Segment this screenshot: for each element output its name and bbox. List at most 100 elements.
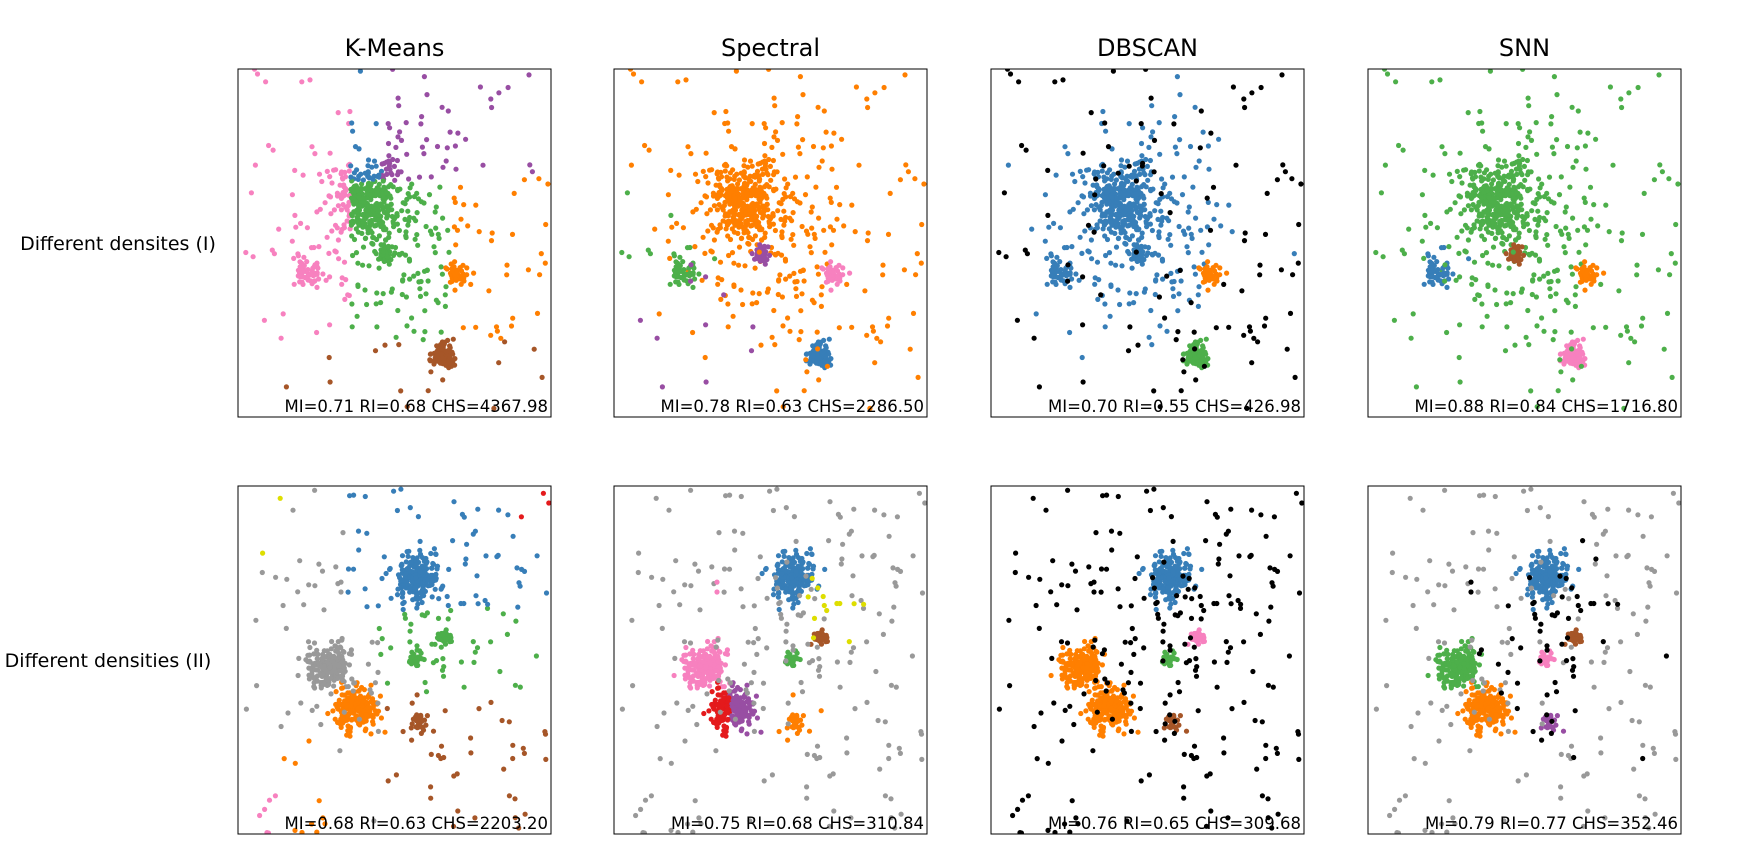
scatter-point [790,555,796,561]
scatter-point [787,273,793,279]
scatter-point [1122,240,1128,246]
scatter-point [1569,104,1575,110]
scatter-point [388,182,394,188]
scatter-point [691,667,697,673]
scatter-point [690,656,696,662]
scatter-point [339,654,345,660]
scatter-point [772,342,778,348]
scatter-point [762,230,768,236]
scatter-point [1213,325,1219,331]
scatter-point [720,218,726,224]
scatter-point [339,275,345,281]
scatter-point [1244,405,1250,411]
scatter-point [1475,292,1481,298]
scatter-point [1594,265,1600,271]
scatter-point [458,281,464,287]
scatter-point [701,682,708,688]
scatter-point [1521,224,1527,230]
scatter-point [414,712,420,718]
scatter-point [396,227,402,234]
scatter-point [1126,251,1132,257]
scatter-point [425,278,431,284]
scatter-point [460,325,466,331]
scatter-point [521,750,528,757]
scatter-point [1641,190,1647,196]
scatter-point [414,716,420,723]
scatter-point [1129,233,1135,239]
scatter-point [703,322,709,328]
scatter-point [521,177,528,183]
scatter-point [428,784,434,790]
scatter-point [1255,339,1261,345]
scatter-point [684,271,690,277]
scatter-point [1198,108,1204,114]
points-layer [243,486,551,834]
scatter-point [1246,324,1253,330]
scatter-point [475,601,481,607]
scatter-point [1616,288,1622,294]
scatter-point [1189,235,1195,241]
scatter-point [417,590,423,596]
scatter-point [380,249,386,255]
scatter-point [1603,324,1609,330]
scatter-point [1447,206,1453,212]
scatter-point [669,224,675,230]
scatter-point [312,278,318,284]
scatter-point [1428,220,1434,226]
scatter-point [290,507,296,513]
scatter-point [761,140,768,147]
scatter-point [750,236,756,243]
scatter-point [273,574,279,580]
scatter-point [451,264,457,270]
scatter-point [1486,207,1493,213]
scatter-point [307,77,313,83]
scatter-point [295,589,301,595]
scatter-point [1274,177,1280,183]
scatter-point [1191,264,1197,270]
scatter-point [707,661,713,667]
scatter-point [433,349,440,355]
scatter-point [808,209,814,215]
scatter-point [1514,171,1520,177]
scatter-point [814,264,820,270]
scatter-point [1547,293,1554,299]
scatter-point [1655,267,1661,273]
scatter-point [1479,324,1485,330]
scatter-point [338,702,344,708]
scatter-point [355,176,361,182]
scatter-point [314,284,320,290]
scatter-point [454,227,461,233]
scatter-point [346,168,352,174]
scatter-point [1570,355,1576,361]
scatter-point [802,192,809,198]
scatter-point [345,713,351,719]
scatter-point [1133,291,1139,297]
scatter-point [1185,250,1191,256]
scatter-point [816,215,822,221]
scatter-point [1121,197,1127,203]
scatter-point [316,798,322,804]
scatter-point [1569,346,1575,352]
points-layer [619,69,927,411]
scatter-point [1280,162,1286,168]
scatter-point [421,593,427,599]
scatter-point [470,531,476,537]
scatter-point [1471,184,1477,190]
scatter-point [380,191,386,197]
scatter-point [1147,221,1153,227]
scatter-point [253,617,259,623]
scatter-point [1224,270,1230,276]
scatter-point [494,554,500,560]
scatter-point [1073,271,1079,277]
scatter-point [792,279,798,285]
scatter-point [781,553,787,560]
scatter-point [1496,174,1502,180]
scatter-point [1070,206,1076,212]
scatter-point [1103,128,1109,134]
scatter-point [1104,170,1110,176]
scatter-point [372,680,378,686]
scatter-point [1206,166,1212,172]
scatter-point [1483,250,1490,256]
scatter-point [360,195,366,201]
